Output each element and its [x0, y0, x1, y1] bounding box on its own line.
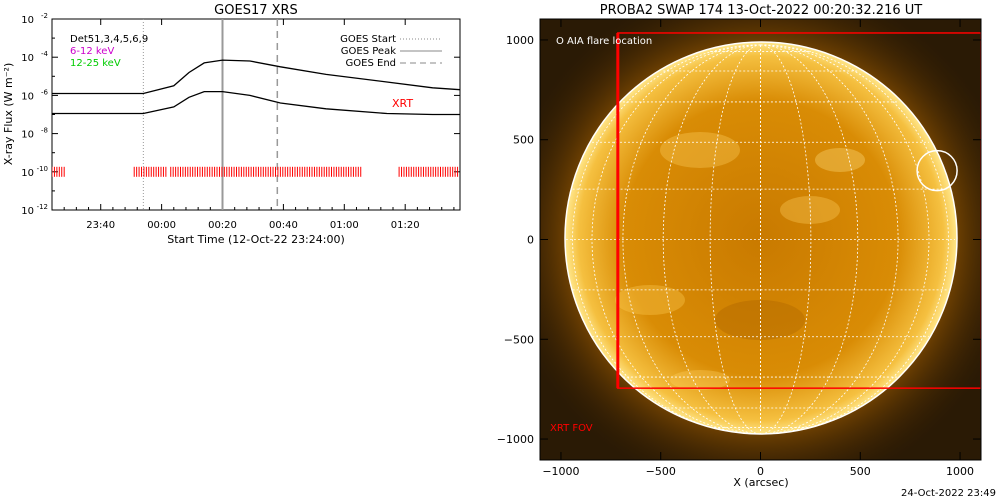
y-tick-label: 10: [21, 91, 34, 102]
swap-title: PROBA2 SWAP 174 13-Oct-2022 00:20:32.216…: [600, 3, 922, 18]
swap-y-tick-label: 1000: [506, 34, 534, 47]
y-tick-exponent: -2: [41, 12, 48, 20]
goes-flux-series-2: [52, 90, 460, 116]
y-tick-label: 10: [21, 15, 34, 26]
swap-x-axis: −1000 −500 0 500 1000: [542, 19, 974, 478]
legend-goes-peak: GOES Peak: [341, 46, 396, 57]
legend-goes-end: GOES End: [346, 58, 396, 69]
y-tick-label: 10: [21, 53, 34, 64]
swap-image: O AIA flare location XRT FOV: [540, 19, 981, 460]
swap-y-tick-label: −500: [504, 333, 534, 346]
swap-x-tick-label: 0: [757, 465, 764, 478]
y-tick-exponent: -12: [37, 203, 48, 211]
swap-x-tick-label: −500: [646, 465, 676, 478]
goes-x-axis: 23:40 00:00 00:20 00:40 01:00 01:20: [51, 19, 455, 231]
x-tick-label: 00:20: [208, 220, 237, 231]
legend-12-25-kev: 12-25 keV: [70, 58, 121, 69]
xrt-fov-annotation: XRT FOV: [550, 423, 593, 434]
y-tick-exponent: -8: [41, 127, 48, 135]
x-tick-label: 01:20: [391, 220, 420, 231]
longitude-line: [622, 44, 761, 435]
x-tick-label: 00:40: [269, 220, 298, 231]
goes-flux-series-1: [52, 59, 460, 95]
aia-flare-annotation: O AIA flare location: [556, 36, 652, 47]
longitude-line: [709, 44, 761, 435]
x-tick-label: 01:00: [330, 220, 359, 231]
aia-flare-circle: [916, 149, 958, 192]
swap-y-tick-label: 500: [513, 134, 534, 147]
longitude-line: [760, 44, 899, 435]
goes-legend-right: GOES Start GOES Peak GOES End: [340, 34, 442, 69]
heliographic-grid: [565, 44, 956, 435]
goes-plot-area: [52, 19, 460, 210]
longitude-line: [591, 44, 761, 435]
goes-series-group: [52, 59, 460, 116]
longitude-line: [760, 44, 812, 435]
disk-texture: [615, 132, 865, 390]
swap-x-tick-label: 500: [850, 465, 871, 478]
legend-6-12-kev: 6-12 keV: [70, 46, 114, 57]
goes-chart-title: GOES17 XRS: [214, 3, 298, 18]
y-tick-exponent: -10: [37, 165, 48, 173]
y-tick-label: 10: [21, 206, 34, 217]
x-tick-label: 23:40: [86, 220, 115, 231]
footer-timestamp: 24-Oct-2022 23:49: [901, 488, 996, 499]
swap-image-panel: PROBA2 SWAP 174 13-Oct-2022 00:20:32.216…: [497, 3, 996, 499]
y-tick-exponent: -6: [41, 88, 49, 96]
swap-y-tick-label: −1000: [497, 433, 534, 446]
solar-disk: [565, 42, 957, 434]
goes-y-axis-label: X-ray Flux (W m⁻²): [2, 63, 15, 165]
disk-limb: [564, 41, 958, 435]
legend-goes-start: GOES Start: [340, 34, 396, 45]
longitude-line: [572, 44, 761, 435]
swap-x-tick-label: 1000: [946, 465, 974, 478]
swap-y-tick-label: 0: [527, 234, 534, 247]
xrt-coverage-group: [52, 166, 459, 177]
y-tick-label: 10: [21, 168, 34, 179]
xrt-label: XRT: [392, 97, 413, 110]
swap-x-axis-label: X (arcsec): [733, 476, 788, 489]
y-tick-exponent: -4: [41, 50, 49, 58]
goes-event-markers: [142, 19, 279, 210]
longitude-line: [760, 44, 949, 435]
y-tick-label: 10: [21, 130, 34, 141]
goes-legend-left: Det51,3,4,5,6,9 6-12 keV 12-25 keV: [70, 34, 148, 69]
longitude-line: [760, 44, 930, 435]
goes-x-axis-label: Start Time (12-Oct-22 23:24:00): [167, 233, 345, 246]
swap-x-tick-label: −1000: [542, 465, 579, 478]
legend-detectors: Det51,3,4,5,6,9: [70, 34, 148, 45]
x-tick-label: 00:00: [147, 220, 176, 231]
swap-y-axis: 1000 500 0 −500 −1000: [497, 34, 981, 446]
